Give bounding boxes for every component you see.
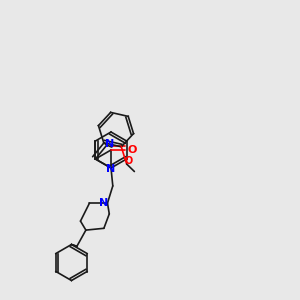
Text: N: N <box>99 198 109 208</box>
Text: O: O <box>124 156 132 166</box>
Text: N: N <box>105 139 114 148</box>
Text: N: N <box>106 164 116 175</box>
Text: O: O <box>127 145 137 155</box>
